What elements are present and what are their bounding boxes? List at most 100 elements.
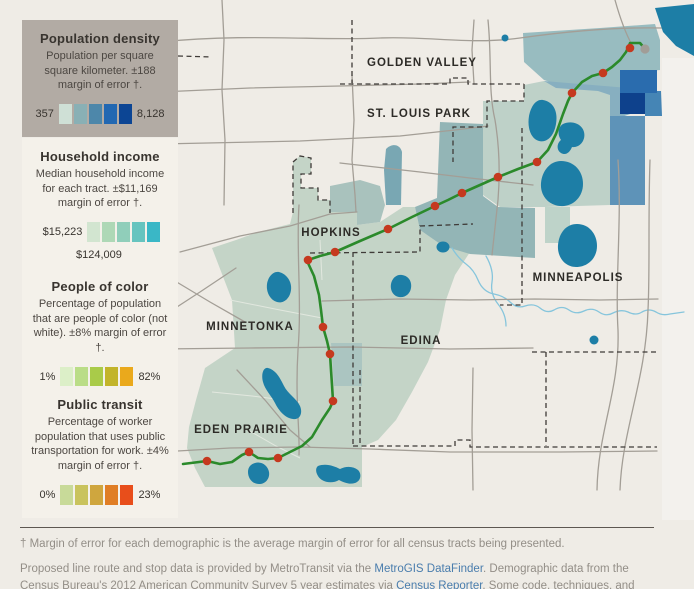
minnetonka-pond [266, 271, 292, 303]
lake-calhoun [540, 161, 583, 207]
legend-swatch [60, 366, 74, 387]
credit-text: Proposed line route and stop data is pro… [20, 563, 375, 576]
transit-stop[interactable] [303, 255, 313, 265]
swatch-row: $15,223 [30, 221, 170, 242]
legend-swatch [75, 484, 89, 505]
credit-link[interactable]: MetroGIS DataFinder [374, 563, 484, 576]
max-label: 82% [138, 370, 161, 383]
legend-swatch [88, 103, 102, 124]
cedar-lake [528, 99, 557, 142]
legend-panel-people-of-color[interactable]: People of color Percentage of population… [22, 268, 178, 400]
bryant-lake [262, 367, 302, 420]
panel-description: Population per square square kilometer. … [44, 50, 156, 92]
minor-roads [211, 239, 323, 459]
legend-swatch [87, 221, 101, 242]
tract-dense-blue [620, 70, 657, 93]
city-label: EDEN PRAIRIE [194, 424, 288, 436]
legend-swatch [103, 103, 117, 124]
legend-panel-household-income[interactable]: Household income Median household income… [22, 138, 178, 274]
min-label: 1% [39, 370, 56, 383]
lake-of-the-isles [557, 122, 585, 155]
panel-title: Public transit [57, 397, 143, 412]
transit-stop[interactable] [598, 68, 608, 78]
legend-swatch [120, 484, 134, 505]
footer: † Margin of error for each demographic i… [20, 527, 660, 589]
legend-swatch [118, 103, 132, 124]
legend-swatch [58, 103, 72, 124]
diamond-lake [589, 335, 599, 345]
swatch-row: 357 8,128 [30, 103, 170, 124]
transit-stop[interactable] [328, 396, 338, 406]
panel-description: Percentage of worker population that use… [31, 416, 169, 472]
legend-swatch [117, 221, 131, 242]
max-label: 23% [138, 488, 161, 501]
transit-stops-layer [202, 43, 650, 466]
tract-uptown-steel [610, 116, 645, 205]
edina-pond-north [436, 241, 450, 253]
mississippi-river [655, 4, 694, 56]
census-tracts-layer [187, 24, 662, 487]
terminus-stop[interactable] [640, 44, 650, 54]
min-label: 357 [35, 107, 54, 120]
transit-stop[interactable] [202, 456, 212, 466]
transit-stop[interactable] [383, 224, 393, 234]
transit-stop[interactable] [330, 247, 340, 257]
city-boundaries [177, 20, 658, 448]
transit-stop[interactable] [273, 453, 283, 463]
footnote: † Margin of error for each demographic i… [20, 538, 565, 550]
transit-stop[interactable] [532, 157, 542, 167]
tract-uptown-steel-2 [645, 91, 662, 116]
city-labels-layer: GOLDEN VALLEY ST. LOUIS PARK HOPKINS MINNET… [194, 57, 624, 436]
tract-suburban-sage [187, 156, 470, 487]
footer-divider [20, 527, 654, 528]
legend-swatch [105, 366, 119, 387]
color-ramp [58, 103, 133, 124]
panel-description: Median household income for each tract. … [35, 168, 165, 210]
minnehaha-creek [451, 247, 685, 316]
eden-prairie-pond-2 [316, 464, 361, 484]
roads-layer [159, 0, 663, 491]
transit-stop[interactable] [567, 88, 577, 98]
transit-stop[interactable] [625, 43, 635, 53]
tract-blake-teal [384, 145, 402, 205]
tract-hopkins-north [330, 180, 385, 225]
legend-panel-public-transit[interactable]: Public transit Percentage of worker popu… [22, 386, 178, 518]
nine-mile-creek [485, 255, 507, 327]
min-label: $15,223 [42, 225, 83, 238]
transit-stop[interactable] [244, 447, 254, 457]
tract-opus-teal [331, 343, 362, 386]
city-label: MINNEAPOLIS [533, 272, 624, 284]
legend-swatch [105, 484, 119, 505]
transit-stop[interactable] [318, 322, 328, 332]
credits: Proposed line route and stop data is pro… [20, 561, 660, 589]
lake-edina [390, 274, 412, 298]
panel-title: Population density [40, 31, 160, 46]
panel-title: People of color [51, 279, 149, 294]
city-label: ST. LOUIS PARK [367, 108, 471, 120]
lakes-layer [248, 4, 694, 484]
max-label: 8,128 [136, 107, 165, 120]
transit-route-line [181, 41, 647, 466]
tract-slp-east-teal [415, 122, 535, 258]
map-edge-fade [662, 58, 694, 520]
city-label: GOLDEN VALLEY [367, 57, 477, 69]
legend-swatch [90, 484, 104, 505]
legend-swatch [75, 366, 89, 387]
transit-stop[interactable] [457, 188, 467, 198]
legend-swatch [132, 221, 146, 242]
panel-description: Percentage of population that are people… [32, 298, 168, 354]
legend-swatch [90, 366, 104, 387]
transit-stop[interactable] [493, 172, 503, 182]
legend-swatch [60, 484, 74, 505]
transit-stop[interactable] [430, 201, 440, 211]
color-ramp [59, 366, 134, 387]
legend-swatch [147, 221, 161, 242]
transit-stop[interactable] [325, 349, 335, 359]
legend-swatch [73, 103, 87, 124]
panel-title: Household income [40, 149, 160, 164]
legend-swatch [120, 366, 134, 387]
tract-densest-navy [620, 93, 645, 114]
lake-harriet [557, 224, 597, 267]
credit-link[interactable]: Census Reporter [396, 579, 483, 589]
legend-panel-population-density[interactable]: Population density Population per square… [22, 20, 178, 137]
